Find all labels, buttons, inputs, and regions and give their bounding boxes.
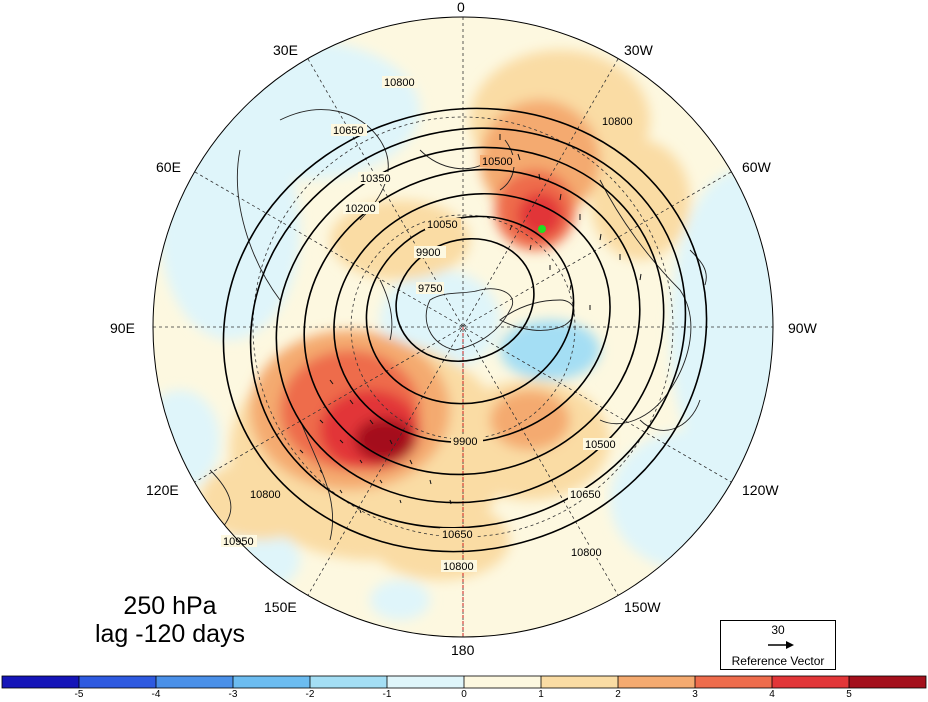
colorbar-tick: 3 <box>692 689 698 700</box>
lon-label-120w: 120W <box>742 482 779 498</box>
lon-label-120e: 120E <box>146 482 179 498</box>
contour-label-10800-southwest: 10800 <box>250 489 281 501</box>
contour-label-9750: 9750 <box>418 283 442 295</box>
map-boundary <box>152 16 774 638</box>
reference-vector-label: Reference Vector <box>731 654 825 668</box>
contour-label-9900: 9900 <box>416 247 440 259</box>
lon-label-0: 0 <box>457 0 465 15</box>
coastlines <box>209 109 707 541</box>
pressure-level-label: 250 hPa <box>123 592 217 620</box>
contour-label-10800: 10800 <box>384 77 415 89</box>
contour-label-10800-northeast: 10800 <box>602 116 633 128</box>
contour-label-10650-southeast: 10650 <box>570 489 601 501</box>
contour-label-10500: 10500 <box>482 156 513 168</box>
colorbar-tick: -3 <box>228 689 238 700</box>
reference-arrow-icon <box>768 641 794 649</box>
plot-caption: 250 hPa lag -120 days <box>70 592 270 648</box>
contour-label-10650: 10650 <box>333 125 364 137</box>
colorbar-tick: 1 <box>538 689 544 700</box>
lon-label-180: 180 <box>451 642 475 658</box>
colorbar-tick: -2 <box>305 689 315 700</box>
lon-label-30e: 30E <box>273 42 298 58</box>
lon-label-90w: 90W <box>788 320 817 336</box>
colorbar-tick: 2 <box>615 689 621 700</box>
reference-vector-magnitude: 30 <box>771 623 785 637</box>
contour-label-10800-south: 10800 <box>443 561 474 573</box>
lon-label-150w: 150W <box>624 599 661 615</box>
lon-label-90e: 90E <box>110 320 135 336</box>
contour-label-10500-southeast: 10500 <box>585 439 616 451</box>
contour-label-10950: 10950 <box>223 536 254 548</box>
contour-label-9900-south: 9900 <box>453 436 477 448</box>
lag-label: lag -120 days <box>94 620 246 648</box>
contour-label-10800-southeast: 10800 <box>571 547 602 559</box>
contour-label-10350: 10350 <box>360 173 391 185</box>
lon-label-150e: 150E <box>264 599 297 615</box>
height-contours <box>222 107 708 553</box>
colorbar-tick: 4 <box>769 689 775 700</box>
colorbar-tick: 0 <box>461 689 467 700</box>
contour-label-group: 9900 9750 10050 10200 10350 10500 10650 … <box>221 76 636 573</box>
colorbar-tick: -4 <box>151 689 161 700</box>
contour-label-10200: 10200 <box>345 203 376 215</box>
colorbar-tick: -1 <box>382 689 392 700</box>
colorbar <box>1 675 927 689</box>
contour-label-10050: 10050 <box>427 219 458 231</box>
lon-label-60e: 60E <box>156 159 181 175</box>
lon-label-30w: 30W <box>624 42 653 58</box>
contour-label-10650-south: 10650 <box>442 529 473 541</box>
reference-vector-box: 30 Reference Vector <box>720 620 836 670</box>
lon-label-60w: 60W <box>742 159 771 175</box>
reference-point-marker <box>538 225 546 233</box>
colorbar-tick: -5 <box>74 689 84 700</box>
colorbar-tick: 5 <box>846 689 852 700</box>
